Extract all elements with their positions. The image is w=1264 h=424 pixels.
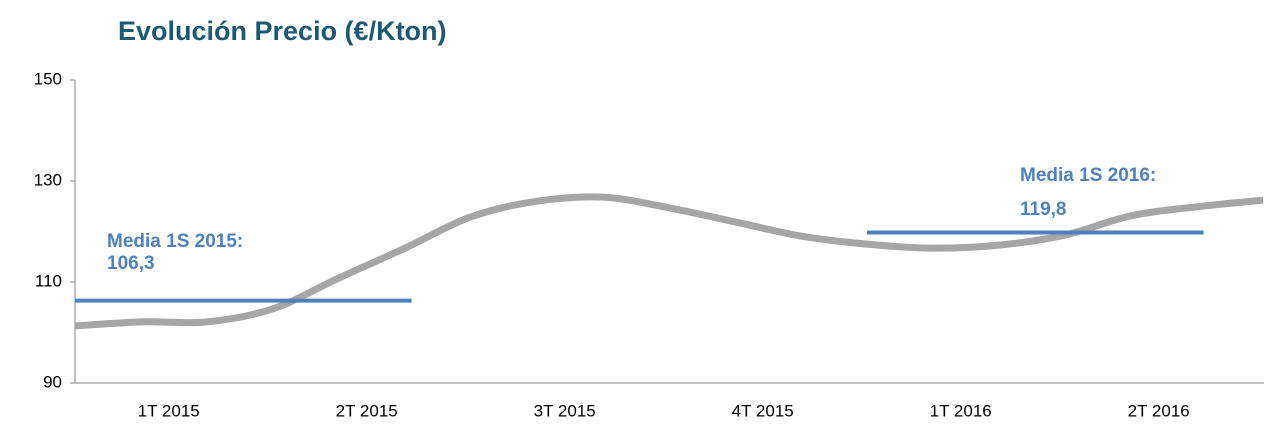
x-tick-label: 1T 2016	[930, 401, 992, 420]
y-tick-label: 90	[43, 372, 62, 391]
chart-title: Evolución Precio (€/Kton)	[118, 16, 447, 46]
x-tick-label: 1T 2015	[138, 401, 200, 420]
y-tick-label: 110	[35, 271, 62, 290]
x-tick-label: 2T 2016	[1128, 401, 1190, 420]
mean-label: Media 1S 2015:	[107, 231, 243, 252]
x-tick-label: 4T 2015	[732, 401, 794, 420]
x-tick-label: 2T 2015	[336, 401, 398, 420]
x-tick-label: 3T 2015	[534, 401, 596, 420]
mean-value: 106,3	[107, 253, 155, 274]
mean-label: Media 1S 2016:	[1020, 165, 1156, 186]
y-tick-label: 150	[34, 69, 62, 88]
mean-value: 119,8	[1020, 199, 1067, 220]
price-line	[74, 193, 1264, 330]
y-tick-label: 130	[34, 170, 62, 189]
